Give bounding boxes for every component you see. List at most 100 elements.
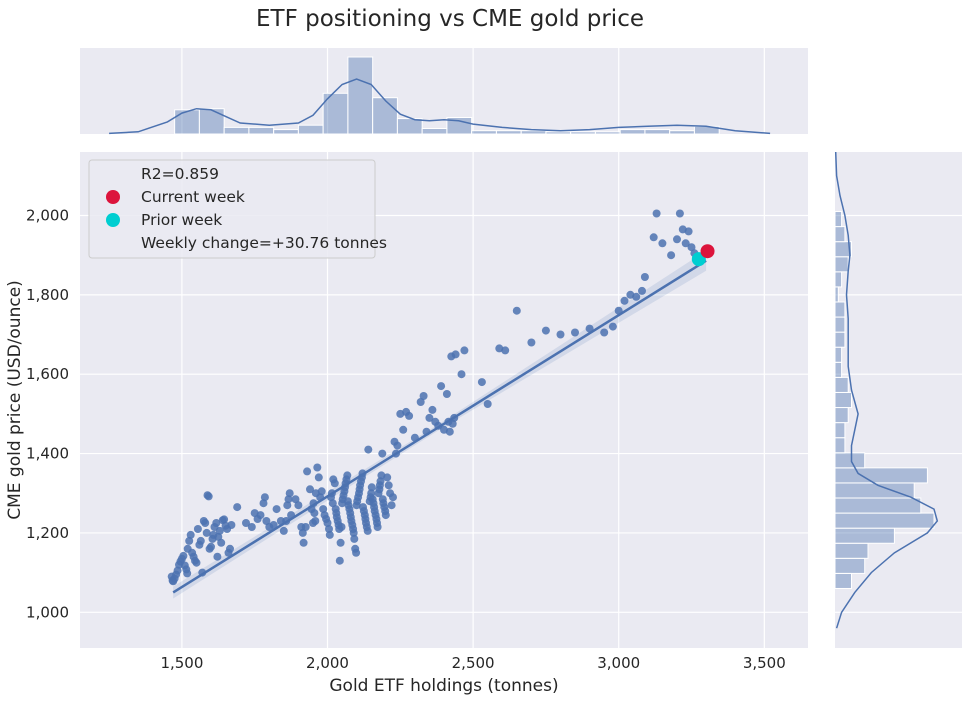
- scatter-point: [284, 495, 293, 504]
- top-histogram-bar: [619, 129, 646, 135]
- scatter-point: [378, 449, 387, 458]
- scatter-point: [352, 548, 361, 557]
- right-histogram-bar: [834, 467, 928, 484]
- scatter-point: [393, 441, 402, 450]
- right-histogram-bar: [834, 271, 843, 288]
- scatter-point: [215, 526, 224, 535]
- legend-current-week-marker: [106, 190, 120, 204]
- scatter-point: [207, 542, 215, 551]
- scatter-point: [283, 501, 292, 510]
- scatter-point: [667, 251, 676, 260]
- scatter-point: [279, 526, 288, 535]
- top-marginal-grid: [181, 48, 765, 134]
- y-tick-label: 1,000: [26, 603, 69, 621]
- scatter-point: [451, 350, 460, 359]
- right-marginal-panel: [835, 152, 962, 648]
- x-tick-label: 3,000: [597, 654, 640, 672]
- scatter-point: [477, 378, 486, 387]
- y-tick-label: 1,200: [26, 524, 69, 542]
- scatter-point: [323, 519, 332, 527]
- right-histogram-bar: [834, 542, 869, 559]
- y-tick-label: 2,000: [26, 206, 69, 224]
- scatter-point: [256, 511, 265, 520]
- right-histogram-bar: [834, 482, 915, 499]
- scatter-point: [217, 538, 226, 547]
- right-histogram-bar: [834, 316, 846, 333]
- right-histogram-bar: [834, 557, 866, 574]
- right-histogram-bar: [834, 437, 846, 454]
- right-histogram-bar: [834, 407, 849, 424]
- main-grid: [80, 152, 808, 648]
- scatter-point: [649, 233, 658, 242]
- right-histogram-bar: [834, 497, 922, 514]
- scatter-point: [442, 390, 451, 398]
- scatter-point: [343, 471, 352, 480]
- top-histogram-bar: [223, 126, 250, 135]
- top-histogram-bar: [372, 97, 398, 135]
- scatter-point: [319, 505, 328, 514]
- scatter-point: [419, 392, 428, 400]
- right-histogram-bar: [834, 226, 846, 243]
- scatter-point: [291, 495, 300, 504]
- scatter-point: [183, 569, 192, 578]
- scatter-point: [259, 499, 268, 508]
- scatter-point: [399, 425, 408, 434]
- scatter-point: [314, 473, 323, 482]
- right-histogram-bar: [834, 391, 852, 409]
- top-histogram-bar: [273, 129, 299, 135]
- top-histogram-bar: [471, 130, 497, 135]
- scatter-point: [330, 479, 339, 488]
- scatter-point: [193, 525, 202, 533]
- scatter-point: [299, 538, 308, 547]
- scatter-point: [367, 489, 376, 498]
- scatter-point: [658, 239, 667, 248]
- scatter-point: [179, 551, 188, 560]
- scatter-point: [192, 558, 201, 567]
- scatter-point: [303, 467, 312, 476]
- scatter-point: [213, 552, 222, 561]
- scatter-point: [416, 398, 425, 406]
- scatter-point: [272, 505, 281, 514]
- scatter-point: [204, 492, 213, 501]
- right-histogram-bar: [834, 346, 843, 363]
- right-histogram-bar: [834, 286, 839, 303]
- top-kde-line: [109, 78, 771, 135]
- y-tick-label: 1,600: [26, 365, 69, 383]
- scatter-point: [306, 485, 314, 494]
- scatter-point: [445, 427, 454, 436]
- right-histogram-bar: [834, 301, 846, 318]
- y-axis-label: CME gold price (USD/ounce): [5, 280, 25, 520]
- top-histogram-bar: [396, 118, 423, 135]
- scatter-point: [233, 503, 242, 512]
- right-histogram-bar: [834, 572, 852, 589]
- scatter-point: [226, 544, 234, 553]
- scatter-point: [673, 235, 681, 244]
- scatter-point: [483, 400, 492, 408]
- scatter-point: [242, 519, 250, 527]
- scatter-point: [638, 286, 646, 295]
- top-histogram-bar: [421, 128, 448, 135]
- scatter-point: [298, 528, 307, 537]
- scatter-point: [335, 556, 344, 565]
- right-histogram-bar: [834, 527, 895, 544]
- x-tick-label: 3,500: [743, 654, 786, 672]
- scatter-point: [350, 534, 359, 543]
- scatter-point: [457, 370, 466, 379]
- scatter-point: [527, 338, 536, 347]
- y-tick-label: 1,800: [26, 286, 69, 304]
- scatter-point: [367, 483, 376, 492]
- scatter-point: [202, 528, 211, 537]
- scatter-point: [384, 481, 393, 490]
- scatter-point: [201, 519, 210, 527]
- scatter-point: [186, 530, 195, 539]
- scatter-point: [684, 227, 693, 236]
- scatter-point: [260, 493, 269, 502]
- right-histogram-bar: [834, 422, 846, 439]
- right-histogram-bar: [834, 512, 935, 529]
- right-histogram-bar: [834, 256, 849, 273]
- scatter-point: [652, 209, 661, 218]
- top-histogram: [174, 56, 720, 135]
- x-tick-label: 2,500: [452, 654, 495, 672]
- top-histogram-bar: [520, 130, 547, 135]
- scatter-point: [220, 515, 229, 524]
